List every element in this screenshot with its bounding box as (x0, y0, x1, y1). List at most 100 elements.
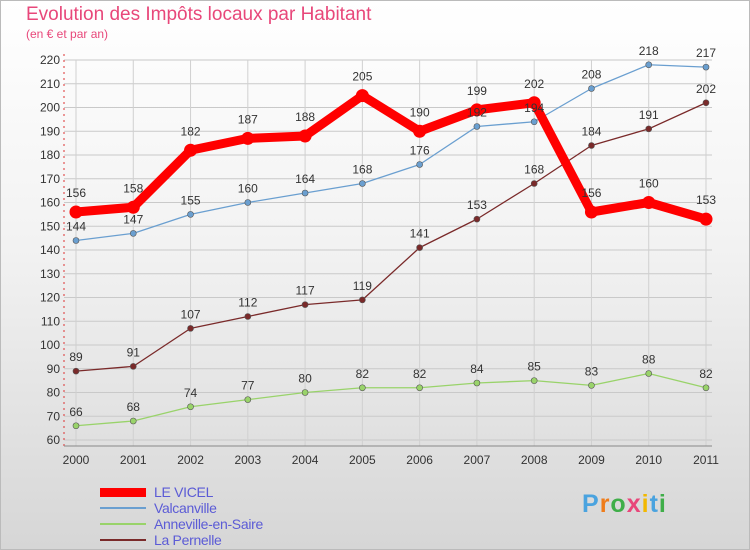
legend-label: LE VICEL (154, 484, 214, 500)
data-point (244, 313, 252, 320)
x-tick-label: 2001 (120, 453, 147, 467)
data-label: 82 (413, 367, 427, 381)
data-point (702, 99, 710, 107)
data-point (702, 63, 710, 71)
data-point (527, 96, 541, 110)
data-point (642, 196, 656, 209)
y-tick-label: 110 (41, 314, 60, 328)
data-point (184, 143, 198, 157)
data-label: 168 (352, 163, 372, 177)
logo-letter: o (610, 490, 627, 518)
data-point (699, 212, 713, 226)
data-label: 217 (696, 46, 716, 60)
data-label: 205 (352, 70, 372, 84)
y-tick-label: 100 (40, 338, 60, 352)
y-tick-label: 190 (40, 124, 60, 138)
data-point (470, 103, 484, 117)
y-tick-label: 70 (47, 409, 61, 423)
data-label: 85 (528, 360, 542, 374)
data-label: 160 (639, 177, 659, 191)
data-label: 160 (238, 182, 258, 196)
data-point (530, 180, 538, 187)
data-point (702, 384, 710, 392)
x-tick-label: 2010 (635, 453, 662, 467)
data-point (301, 301, 309, 308)
y-tick-label: 200 (40, 101, 60, 115)
data-label: 80 (298, 372, 312, 386)
logo-letter: t (649, 490, 659, 518)
data-label: 68 (127, 400, 141, 414)
y-tick-label: 220 (40, 53, 60, 67)
data-label: 184 (581, 125, 601, 139)
logo-letter: i (641, 490, 650, 518)
legend-swatch (100, 507, 146, 509)
data-label: 168 (524, 163, 544, 177)
data-label: 117 (296, 284, 315, 298)
data-label: 192 (467, 106, 487, 120)
data-point (69, 205, 83, 219)
y-tick-label: 130 (40, 267, 60, 281)
legend-item: Anneville-en-Saire (100, 516, 263, 532)
data-point (72, 367, 80, 375)
data-point (359, 296, 366, 304)
x-tick-label: 2006 (406, 453, 433, 467)
data-label: 74 (184, 386, 198, 400)
logo-letter: i (658, 490, 667, 518)
data-label: 191 (639, 108, 659, 122)
data-label: 218 (639, 44, 659, 58)
data-point (416, 244, 423, 251)
data-point (413, 124, 427, 138)
data-label: 82 (356, 367, 370, 381)
legend-item: Valcanville (100, 500, 263, 516)
data-point (588, 85, 595, 92)
data-label: 141 (410, 227, 430, 241)
x-tick-label: 2007 (464, 453, 491, 467)
x-tick-label: 2000 (63, 453, 90, 467)
data-point (473, 123, 481, 130)
legend-label: La Pernelle (154, 532, 222, 548)
data-label: 107 (181, 307, 201, 321)
chart-subtitle: (en € et par an) (26, 27, 109, 41)
data-label: 88 (642, 353, 656, 367)
y-tick-label: 90 (47, 362, 61, 376)
logo-letter: x (626, 490, 642, 518)
data-point (416, 161, 423, 168)
legend-swatch (100, 539, 146, 541)
data-label: 182 (181, 124, 201, 138)
y-tick-label: 180 (40, 148, 60, 162)
data-label: 84 (470, 362, 484, 376)
series-line-la-pernelle (75, 102, 707, 372)
data-label: 190 (410, 105, 430, 119)
data-label: 82 (699, 367, 713, 381)
data-point (584, 205, 598, 219)
data-label: 91 (127, 345, 141, 359)
x-tick-label: 2005 (349, 453, 376, 467)
data-point (588, 382, 595, 389)
data-label: 153 (696, 193, 716, 207)
data-point (359, 384, 366, 392)
data-point (126, 200, 140, 214)
data-point (301, 189, 309, 197)
data-label: 164 (295, 172, 315, 186)
data-label: 112 (238, 296, 257, 310)
x-tick-label: 2011 (693, 453, 719, 467)
data-point (298, 129, 312, 143)
x-tick-label: 2009 (578, 453, 605, 467)
y-tick-label: 160 (40, 196, 60, 210)
data-point (473, 215, 481, 223)
data-label: 147 (123, 212, 143, 226)
data-point (187, 211, 194, 218)
axes: 60 70 80 90 100 110 120 130 140 150 160 170 180 190 20… (40, 53, 719, 467)
data-point (129, 230, 137, 237)
data-point (241, 131, 255, 145)
data-point (301, 389, 309, 396)
legend: LE VICEL Valcanville Anneville-en-Saire La … (100, 484, 263, 548)
gridlines (64, 59, 712, 446)
data-label: 176 (410, 144, 430, 158)
data-label: 144 (66, 220, 86, 234)
y-tick-label: 170 (40, 172, 60, 186)
data-point (645, 61, 653, 69)
data-label: 156 (581, 186, 601, 200)
data-label: 187 (238, 112, 258, 126)
